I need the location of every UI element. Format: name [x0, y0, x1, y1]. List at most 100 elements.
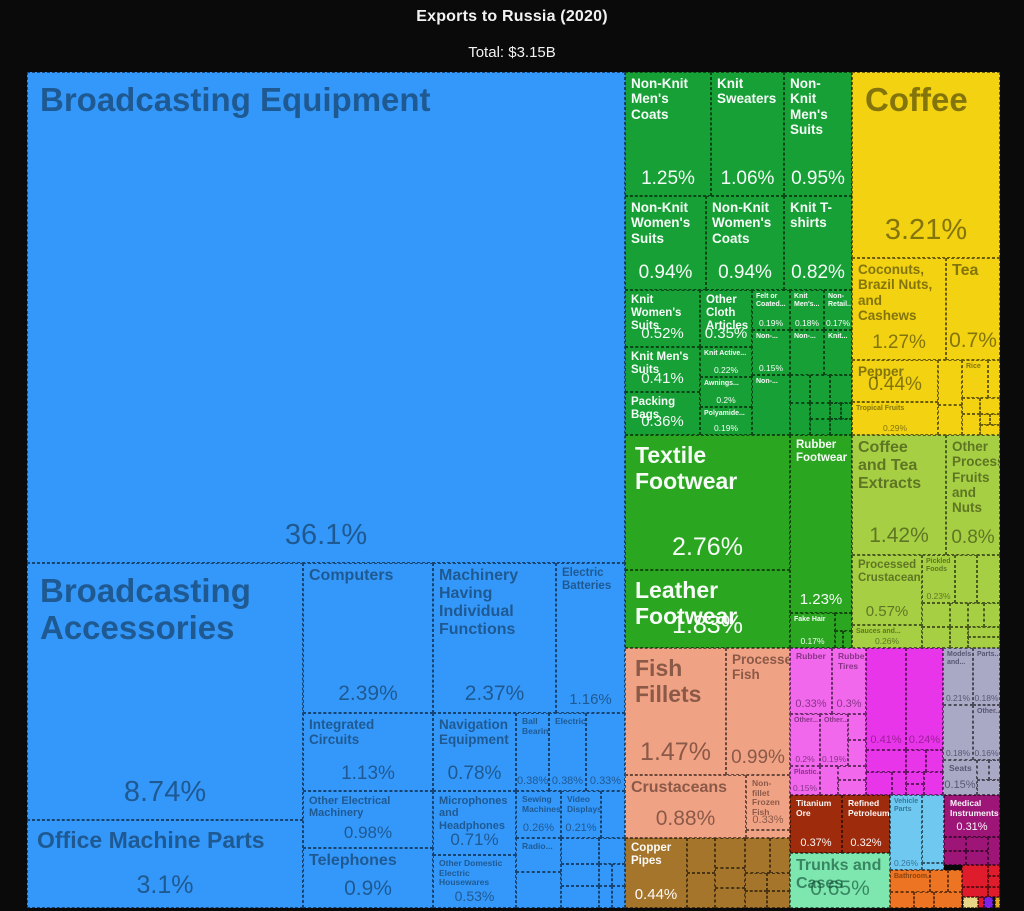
- treemap-cell[interactable]: [906, 772, 924, 784]
- treemap-cell-telephones[interactable]: Telephones 0.9%: [303, 848, 433, 908]
- treemap-cell[interactable]: [835, 631, 843, 648]
- treemap-cell[interactable]: [980, 398, 1000, 414]
- treemap-cell[interactable]: [962, 865, 988, 887]
- treemap-cell-rubber[interactable]: Rubber 0.33%: [790, 648, 832, 714]
- treemap-cell-rubber-tires[interactable]: Rubber Tires 0.3%: [832, 648, 866, 714]
- treemap-cell[interactable]: [988, 876, 1000, 887]
- treemap-cell[interactable]: [977, 555, 1000, 603]
- treemap-cell-knit-men-s-suits[interactable]: Knit Men's Suits 0.41%: [625, 347, 700, 392]
- treemap-cell[interactable]: [988, 865, 1000, 876]
- treemap-cell[interactable]: 0.33%: [586, 713, 625, 791]
- treemap-cell[interactable]: [944, 851, 966, 865]
- treemap-cell[interactable]: [989, 760, 1000, 780]
- treemap-cell-seats[interactable]: Seats 0.15%: [943, 760, 977, 795]
- treemap-cell-sewing-machines[interactable]: Sewing Machines 0.26%: [516, 791, 561, 838]
- treemap-cell[interactable]: [966, 851, 988, 865]
- treemap-cell[interactable]: [687, 838, 715, 873]
- treemap-cell-other[interactable]: Other... 0.2%: [790, 714, 820, 766]
- treemap-cell-parts[interactable]: Parts... 0.18%: [973, 648, 1000, 705]
- treemap-cell[interactable]: [715, 868, 745, 888]
- treemap-cell[interactable]: [968, 603, 984, 627]
- treemap-cell-broadcasting-equipment[interactable]: Broadcasting Equipment 36.1%: [27, 72, 625, 563]
- treemap-cell[interactable]: [914, 892, 934, 908]
- treemap-cell-electric-batteries[interactable]: Electric Batteries 1.16%: [556, 563, 625, 713]
- treemap-cell-electrical[interactable]: Electrical... 0.38%: [549, 713, 586, 791]
- treemap-cell-plastic[interactable]: Plastic... 0.15%: [790, 766, 820, 795]
- treemap-cell[interactable]: [930, 870, 948, 892]
- treemap-cell[interactable]: [745, 838, 770, 873]
- treemap-cell[interactable]: [866, 750, 906, 772]
- treemap-cell[interactable]: [962, 887, 988, 897]
- treemap-cell[interactable]: [922, 603, 950, 627]
- treemap-cell-non-fillet-frozen-fish[interactable]: Non-fillet Frozen Fish 0.33%: [746, 775, 790, 830]
- treemap-cell-tropical-fruits[interactable]: Tropical Fruits 0.29%: [852, 402, 938, 435]
- treemap-cell[interactable]: [687, 873, 715, 908]
- treemap-cell[interactable]: [767, 873, 790, 891]
- treemap-cell[interactable]: [830, 375, 852, 403]
- treemap-cell[interactable]: [835, 613, 852, 631]
- treemap-cell-titanium-ore[interactable]: Titanium Ore 0.37%: [790, 795, 842, 853]
- treemap-cell[interactable]: [599, 838, 625, 864]
- treemap-cell[interactable]: [810, 375, 830, 403]
- treemap-cell-vehicle-parts[interactable]: Vehicle Parts 0.26%: [890, 795, 922, 870]
- treemap-cell-textile-footwear[interactable]: Textile Footwear 2.76%: [625, 435, 790, 570]
- treemap-cell-other-processed-fruits-and-nuts[interactable]: Other Processed Fruits and Nuts 0.8%: [946, 435, 1000, 555]
- treemap-cell-packing-bags[interactable]: Packing Bags 0.36%: [625, 392, 700, 435]
- treemap-cell[interactable]: [599, 886, 612, 908]
- treemap-cell[interactable]: [950, 603, 968, 627]
- treemap-cell-models-and[interactable]: Models and... 0.21%: [943, 648, 973, 705]
- treemap-cell[interactable]: [922, 627, 950, 648]
- treemap-cell[interactable]: [838, 766, 866, 780]
- treemap-cell-medical-instruments[interactable]: Medical Instruments 0.31%: [944, 795, 1000, 837]
- treemap-cell-pickled-foods[interactable]: Pickled Foods 0.23%: [922, 555, 955, 603]
- treemap-cell-leather-footwear[interactable]: Leather Footwear 1.83%: [625, 570, 790, 648]
- treemap-cell[interactable]: [745, 891, 767, 908]
- treemap-cell[interactable]: [767, 891, 790, 908]
- treemap-cell-coffee-and-tea-extracts[interactable]: Coffee and Tea Extracts 1.42%: [852, 435, 946, 555]
- treemap-cell-microphones-and-headphones[interactable]: Microphones and Headphones 0.71%: [433, 791, 516, 855]
- treemap-cell-video-displays[interactable]: Video Displays 0.21%: [561, 791, 601, 838]
- treemap-cell[interactable]: [612, 886, 625, 908]
- treemap-cell-non-knit-women-s-coats[interactable]: Non-Knit Women's Coats 0.94%: [706, 196, 784, 290]
- treemap-cell[interactable]: [955, 555, 977, 603]
- treemap-cell-knit-sweaters[interactable]: Knit Sweaters 1.06%: [711, 72, 784, 196]
- treemap-cell[interactable]: [841, 403, 852, 419]
- treemap-cell-non-retail[interactable]: Non-Retail... 0.17%: [824, 290, 852, 330]
- treemap-cell-crustaceans[interactable]: Crustaceans 0.88%: [625, 775, 746, 838]
- treemap-cell-machinery-having-individual-functions[interactable]: Machinery Having Individual Functions 2.3…: [433, 563, 556, 713]
- treemap-cell[interactable]: [938, 405, 962, 435]
- treemap-cell-non[interactable]: Non-...: [790, 330, 824, 375]
- treemap-cell[interactable]: [995, 897, 1000, 908]
- treemap-cell[interactable]: 0.18%: [943, 705, 973, 760]
- treemap-cell-knit-men-s[interactable]: Knit Men's... 0.18%: [790, 290, 824, 330]
- treemap-cell-coconuts-brazil-nuts-and-cashews[interactable]: Coconuts, Brazil Nuts, and Cashews 1.27%: [852, 258, 946, 360]
- treemap-cell[interactable]: [938, 360, 962, 405]
- treemap-cell-other-cloth-articles[interactable]: Other Cloth Articles 0.35%: [700, 290, 752, 347]
- treemap-cell[interactable]: [977, 760, 989, 780]
- treemap-cell[interactable]: [922, 795, 944, 863]
- treemap-cell[interactable]: [966, 837, 988, 851]
- treemap-cell[interactable]: [988, 837, 1000, 865]
- treemap-cell-pepper[interactable]: Pepper 0.44%: [852, 360, 938, 402]
- treemap-cell-coffee[interactable]: Coffee 3.21%: [852, 72, 1000, 258]
- treemap-cell-processed-crustaceans[interactable]: Processed Crustaceans 0.57%: [852, 555, 922, 625]
- treemap-cell-office-machine-parts[interactable]: Office Machine Parts 3.1%: [27, 820, 303, 908]
- treemap-cell-refined-petroleum[interactable]: Refined Petroleum 0.32%: [842, 795, 890, 853]
- treemap-cell[interactable]: [892, 772, 906, 795]
- treemap-cell[interactable]: [770, 838, 790, 873]
- treemap-cell[interactable]: [890, 892, 914, 908]
- treemap-cell-knit-active[interactable]: Knit Active... 0.22%: [700, 347, 752, 377]
- treemap-cell[interactable]: [944, 837, 966, 851]
- treemap-cell-knit[interactable]: Knit...: [824, 330, 852, 375]
- treemap-cell[interactable]: [790, 403, 810, 435]
- treemap-cell[interactable]: [980, 425, 1000, 435]
- treemap-cell[interactable]: [601, 791, 625, 838]
- treemap-cell-copper-pipes[interactable]: Copper Pipes 0.44%: [625, 838, 687, 908]
- treemap-cell-computers[interactable]: Computers 2.39%: [303, 563, 433, 713]
- treemap-cell[interactable]: [968, 637, 1000, 648]
- treemap-cell-rice[interactable]: Rice: [962, 360, 988, 398]
- treemap-cell-non-knit-men-s-suits[interactable]: Non-Knit Men's Suits 0.95%: [784, 72, 852, 196]
- treemap-cell[interactable]: [990, 414, 1000, 425]
- treemap-cell[interactable]: [962, 414, 980, 435]
- treemap-cell-polyamide[interactable]: Polyamide... 0.19%: [700, 407, 752, 435]
